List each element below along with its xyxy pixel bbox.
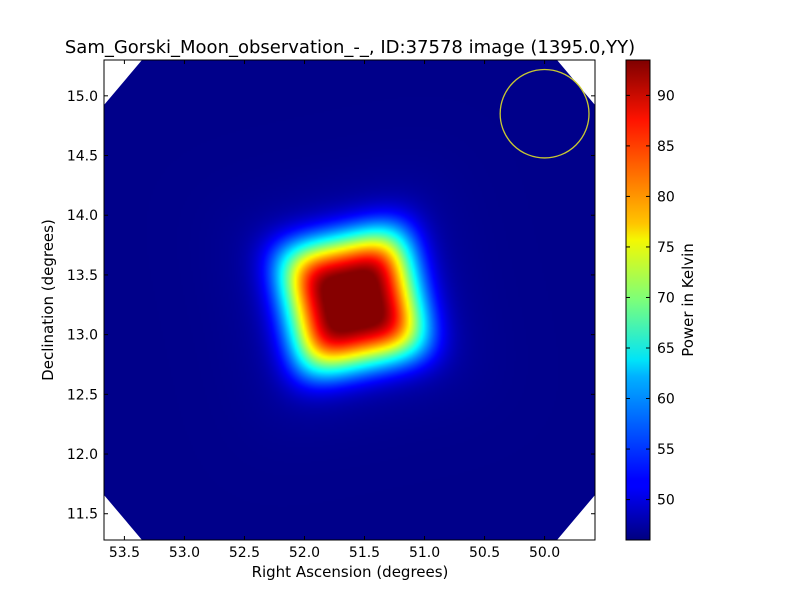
x-tick-label: 52.0 xyxy=(289,545,320,561)
x-tick-label: 53.0 xyxy=(169,545,200,561)
y-tick-label: 13.0 xyxy=(67,328,98,344)
colorbar-tick-label: 90 xyxy=(657,88,675,104)
colorbar-tick-label: 75 xyxy=(657,240,675,256)
colorbar-label: Power in Kelvin xyxy=(679,243,697,357)
blank-corner-top-left xyxy=(104,60,142,105)
heatmap-plot-area xyxy=(104,60,595,540)
colorbar-tick-label: 60 xyxy=(657,392,675,408)
x-tick-label: 50.5 xyxy=(469,545,500,561)
x-axis-ticks: 53.5 53.0 52.5 52.0 51.5 51.0 50.5 50.0 xyxy=(109,60,560,561)
y-axis-ticks: 11.5 12.0 12.5 13.0 13.5 14.0 14.5 15.0 xyxy=(67,89,595,523)
colorbar-tick-label: 80 xyxy=(657,189,675,205)
blank-corner-bottom-right xyxy=(557,495,595,540)
y-tick-label: 12.0 xyxy=(67,447,98,463)
colorbar-tick-label: 55 xyxy=(657,442,675,458)
heatmap-image xyxy=(104,60,595,540)
colorbar-ticks: 50 55 60 65 70 75 80 85 90 xyxy=(626,88,675,509)
x-tick-label: 52.5 xyxy=(229,545,260,561)
colorbar-tick-label: 85 xyxy=(657,139,675,155)
colorbar-tick-label: 70 xyxy=(657,290,675,306)
colorbar xyxy=(625,59,651,541)
y-tick-label: 12.5 xyxy=(67,387,98,403)
colorbar-tick-label: 65 xyxy=(657,341,675,357)
y-axis-label: Declination (degrees) xyxy=(39,219,57,381)
y-tick-label: 14.5 xyxy=(67,149,98,165)
y-tick-label: 14.0 xyxy=(67,208,98,224)
x-axis-label: Right Ascension (degrees) xyxy=(252,563,449,581)
chart-title: Sam_Gorski_Moon_observation_-_, ID:37578… xyxy=(65,37,635,58)
y-tick-label: 13.5 xyxy=(67,268,98,284)
colorbar-tick-label: 50 xyxy=(657,493,675,509)
blank-corner-bottom-left xyxy=(104,495,142,540)
x-tick-label: 51.0 xyxy=(409,545,440,561)
y-tick-label: 15.0 xyxy=(67,89,98,105)
x-tick-label: 50.0 xyxy=(529,545,560,561)
beam-circle xyxy=(499,68,590,159)
x-tick-label: 51.5 xyxy=(349,545,380,561)
x-tick-label: 53.5 xyxy=(109,545,140,561)
y-tick-label: 11.5 xyxy=(67,507,98,523)
plot-frame xyxy=(103,59,596,541)
